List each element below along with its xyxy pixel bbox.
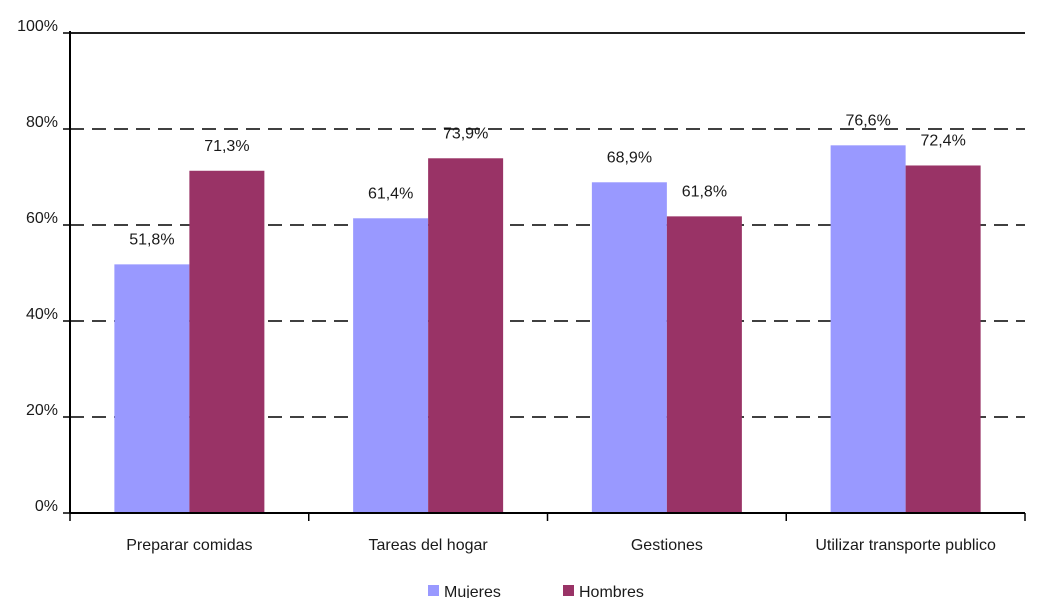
- data-label: 61,4%: [368, 185, 413, 202]
- x-tick-label: Tareas del hogar: [369, 537, 489, 554]
- data-label: 76,6%: [845, 112, 890, 129]
- y-tick-label: 20%: [26, 402, 58, 419]
- data-label: 71,3%: [204, 138, 249, 155]
- bar: [905, 165, 981, 514]
- data-label: 68,9%: [607, 149, 652, 166]
- x-tick-label: Preparar comidas: [126, 537, 252, 554]
- x-tick-label: Utilizar transporte publico: [815, 537, 996, 554]
- bars: [114, 145, 981, 514]
- y-tick-label: 60%: [26, 210, 58, 227]
- bar: [189, 170, 265, 513]
- y-tick-label: 80%: [26, 114, 58, 131]
- bar: [591, 182, 667, 513]
- data-label: 73,9%: [443, 125, 488, 142]
- y-tick-label: 0%: [35, 498, 58, 515]
- data-label: 61,8%: [682, 183, 727, 200]
- bar: [830, 145, 906, 513]
- legend-label: Hombres: [579, 584, 644, 598]
- legend: Mujeres Hombres: [428, 584, 644, 598]
- axes: 0% 20% 40% 60% 80% 100% Preparar comidas Tareas…: [17, 18, 1026, 554]
- legend-swatch: [428, 585, 439, 596]
- bar: [428, 158, 504, 513]
- y-tick-label: 100%: [17, 18, 58, 35]
- bar: [114, 264, 190, 513]
- data-labels: 51,8% 71,3% 61,4% 73,9% 68,9% 61,8% 76,6% 72,4%: [129, 112, 966, 248]
- bar: [353, 218, 429, 513]
- x-tick-label: Gestiones: [631, 537, 703, 554]
- data-label: 51,8%: [129, 231, 174, 248]
- legend-label: Mujeres: [444, 584, 501, 598]
- y-tick-label: 40%: [26, 306, 58, 323]
- legend-swatch: [563, 585, 574, 596]
- data-label: 72,4%: [920, 132, 965, 149]
- bar: [666, 216, 742, 514]
